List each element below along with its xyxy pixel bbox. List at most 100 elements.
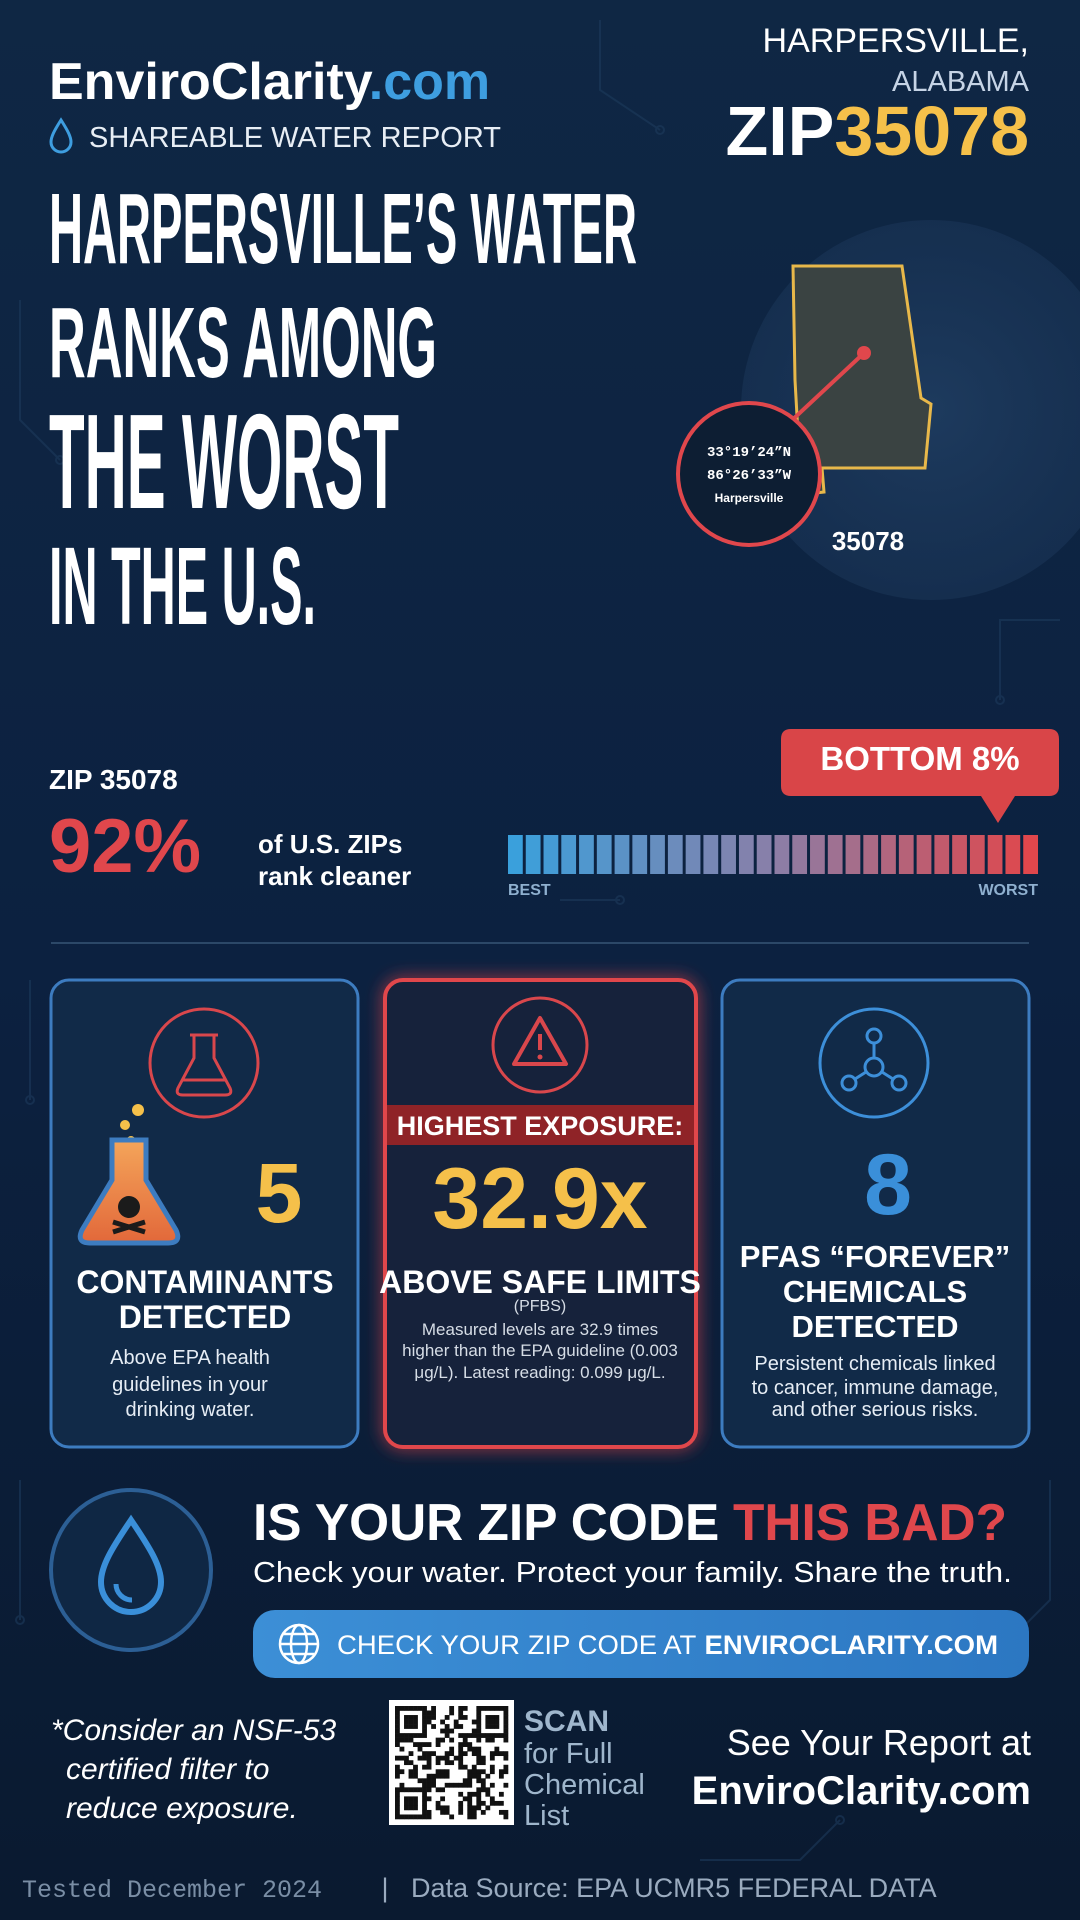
qr-module (476, 1728, 482, 1734)
button-background[interactable] (253, 1610, 1029, 1678)
qr-module (467, 1782, 473, 1788)
qr-module (503, 1782, 509, 1788)
scale-segment (525, 835, 541, 874)
scale-segment (952, 835, 967, 874)
qr-module (471, 1764, 477, 1770)
qr-module (408, 1805, 414, 1811)
qr-module (458, 1809, 464, 1815)
scale-segment (579, 835, 594, 874)
qr-module (435, 1805, 441, 1811)
qr-module (417, 1706, 423, 1711)
qr-module (426, 1760, 432, 1766)
qr-module (426, 1787, 432, 1793)
qr-module (408, 1724, 414, 1729)
qr-module (503, 1737, 509, 1743)
cta-subheading: Check your water. Protect your family. S… (253, 1557, 1012, 1589)
qr-module (476, 1733, 482, 1738)
qr-module (426, 1778, 432, 1784)
qr-module (471, 1728, 477, 1734)
card-frame (720, 978, 1031, 1449)
button-site[interactable]: ENVIROCLARITY.COM (704, 1630, 998, 1660)
filter-note: reduce exposure. (66, 1792, 298, 1825)
filter-note: *Consider an NSF-53 (51, 1714, 336, 1747)
qr-module (498, 1800, 504, 1806)
qr-module (449, 1751, 455, 1757)
qr-module (408, 1796, 414, 1802)
qr-module (417, 1733, 423, 1738)
qr-module (444, 1724, 450, 1729)
qr-module (431, 1715, 436, 1720)
qr-module (480, 1800, 486, 1806)
qr-module (395, 1764, 400, 1770)
qr-module (462, 1796, 468, 1802)
qr-module (422, 1724, 427, 1729)
qr-module (422, 1782, 427, 1788)
qr-module (413, 1800, 418, 1806)
qr-module (471, 1769, 477, 1775)
qr-module (476, 1719, 482, 1725)
qr-module (494, 1724, 500, 1729)
card-description: to cancer, immune damage, (752, 1377, 999, 1399)
qr-module (489, 1724, 495, 1729)
qr-module (426, 1782, 432, 1788)
qr-module (422, 1751, 427, 1757)
cta-button[interactable]: CHECK YOUR ZIP CODE AT ENVIROCLARITY.COM (253, 1610, 1029, 1678)
qr-module (395, 1710, 400, 1716)
cta-highlight: THIS BAD? (733, 1494, 1007, 1552)
qr-module (494, 1706, 500, 1711)
card-value: 32.9x (432, 1151, 647, 1247)
qr-module (444, 1805, 450, 1811)
button-label[interactable]: CHECK YOUR ZIP CODE AT ENVIROCLARITY.COM (337, 1630, 998, 1660)
qr-module (399, 1746, 405, 1752)
rank-caption: rank cleaner (258, 861, 411, 891)
qr-module (395, 1733, 400, 1738)
qr-module (422, 1764, 427, 1770)
qr-module (462, 1751, 468, 1757)
scale-segment (561, 835, 577, 874)
card: 5 CONTAMINANTS DETECTED Above EPA health… (49, 978, 360, 1449)
scale-end: WORST (978, 882, 1038, 899)
qr-module (431, 1773, 436, 1779)
warning-dot (537, 1054, 543, 1060)
qr-module (480, 1733, 486, 1738)
qr-module (404, 1796, 409, 1802)
qr-module (399, 1755, 405, 1761)
qr-module (489, 1719, 495, 1725)
qr-module (449, 1706, 455, 1711)
circuit-node (25, 1095, 35, 1105)
qr-module (440, 1773, 446, 1779)
circuit-node (835, 1815, 845, 1825)
brand-name: EnviroClarity (49, 53, 373, 111)
scale-segment (738, 835, 754, 874)
scale-segment (916, 835, 932, 874)
qr-module (449, 1710, 455, 1716)
qr-module (435, 1787, 441, 1793)
qr-module (485, 1706, 491, 1711)
circuit-node (995, 695, 1005, 705)
qr-module (440, 1769, 446, 1775)
qr-module (494, 1715, 500, 1720)
qr-module (462, 1778, 468, 1784)
qr-module (489, 1751, 495, 1757)
button-text[interactable]: CHECK YOUR ZIP CODE AT (337, 1630, 696, 1660)
scale-segment (596, 835, 612, 874)
qr-module (503, 1814, 509, 1820)
scale-segment (543, 835, 559, 874)
qr-module (408, 1814, 414, 1820)
report-site[interactable]: EnviroClarity.com (692, 1769, 1031, 1813)
qr-module (413, 1719, 418, 1725)
qr-module (489, 1737, 495, 1743)
qr-module (408, 1733, 414, 1738)
qr-module (422, 1733, 427, 1738)
qr-module (498, 1769, 504, 1775)
scale-start: BEST (508, 882, 551, 899)
qr-module (435, 1773, 441, 1779)
qr-module (426, 1809, 432, 1815)
card-title: ABOVE SAFE LIMITS (379, 1264, 701, 1300)
qr-module (435, 1737, 441, 1743)
qr-module (467, 1800, 473, 1806)
qr-module (444, 1715, 450, 1720)
qr-module (485, 1715, 491, 1720)
scale-segment (881, 835, 896, 874)
